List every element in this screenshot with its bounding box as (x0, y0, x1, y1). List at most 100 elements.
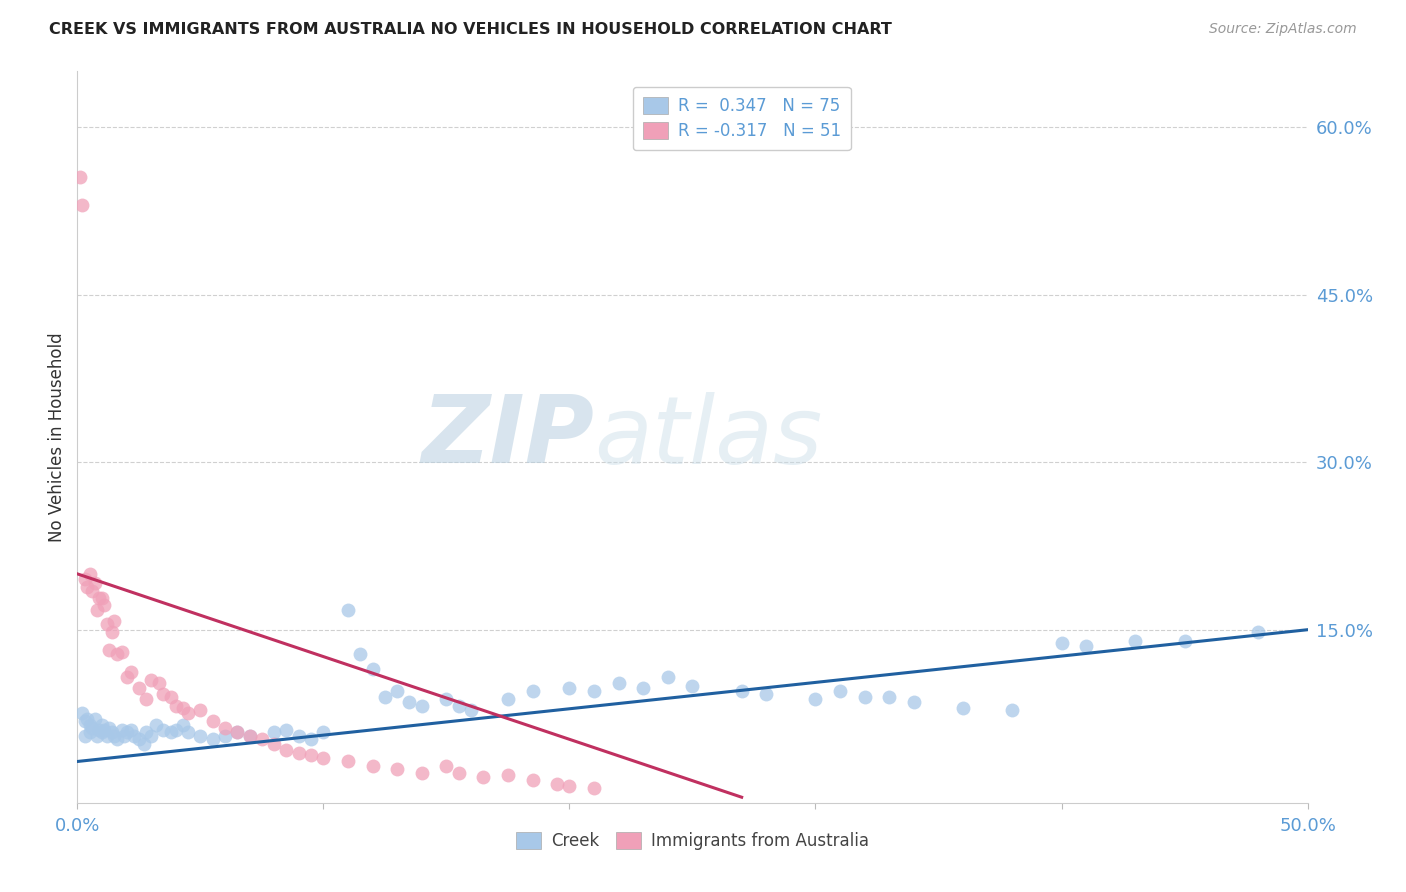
Point (105, 647, 128, 661)
Point (1076, 640, 1098, 654)
Point (90, 717, 114, 731)
Point (276, 723, 298, 738)
Text: Source: ZipAtlas.com: Source: ZipAtlas.com (1209, 22, 1357, 37)
Point (89, 723, 111, 738)
Point (177, 706, 200, 721)
Point (93, 598, 115, 612)
Point (96, 729, 118, 743)
Point (82, 721, 104, 735)
Point (121, 723, 143, 738)
Point (337, 755, 360, 769)
Point (79, 717, 101, 731)
Point (115, 725, 138, 739)
Point (607, 676, 630, 690)
Point (312, 725, 335, 739)
Point (98, 721, 121, 735)
Point (214, 729, 236, 743)
Point (201, 732, 224, 747)
Point (361, 759, 384, 773)
Point (411, 698, 433, 713)
Point (76, 712, 98, 726)
Point (804, 692, 827, 706)
Point (121, 665, 143, 680)
Point (398, 695, 420, 709)
Point (349, 647, 371, 661)
Text: CREEK VS IMMIGRANTS FROM AUSTRALIA NO VEHICLES IN HOUSEHOLD CORRELATION CHART: CREEK VS IMMIGRANTS FROM AUSTRALIA NO VE… (49, 22, 891, 37)
Point (89, 591, 111, 606)
Point (128, 681, 150, 695)
Point (172, 717, 194, 731)
Point (436, 759, 458, 773)
Point (226, 725, 249, 739)
Point (148, 676, 170, 690)
Point (69, 170, 91, 185)
Point (79, 725, 101, 739)
Point (90, 725, 114, 739)
Y-axis label: No Vehicles in Household: No Vehicles in Household (48, 332, 66, 542)
Point (132, 737, 155, 751)
Point (952, 701, 974, 715)
Point (112, 729, 135, 743)
Point (460, 703, 482, 717)
Point (141, 673, 163, 687)
Point (657, 670, 679, 684)
Point (633, 681, 655, 695)
Point (165, 698, 187, 713)
Text: atlas: atlas (595, 392, 823, 483)
Point (1247, 624, 1270, 639)
Point (853, 690, 876, 704)
Point (135, 692, 157, 706)
Point (472, 770, 495, 784)
Point (583, 684, 606, 698)
Point (288, 746, 311, 760)
Point (1001, 703, 1024, 717)
Point (226, 725, 249, 739)
Point (558, 779, 581, 793)
Point (830, 684, 852, 698)
Point (731, 684, 754, 698)
Point (70, 198, 93, 212)
Point (1050, 636, 1073, 650)
Point (83, 575, 105, 590)
Point (86, 602, 108, 616)
Point (201, 714, 224, 729)
Point (145, 717, 167, 731)
Point (98, 642, 121, 657)
Point (276, 743, 298, 757)
Point (105, 732, 128, 747)
Point (103, 614, 125, 628)
Point (93, 723, 115, 738)
Point (172, 701, 194, 715)
Point (101, 624, 124, 639)
Point (96, 617, 118, 632)
Legend: Creek, Immigrants from Australia: Creek, Immigrants from Australia (506, 822, 879, 860)
Point (558, 681, 581, 695)
Point (682, 679, 704, 693)
Point (361, 662, 384, 676)
Point (1125, 633, 1147, 648)
Point (522, 684, 544, 698)
Point (165, 723, 187, 738)
Point (128, 732, 150, 747)
Point (101, 725, 124, 739)
Point (188, 729, 212, 743)
Point (73, 714, 96, 729)
Point (447, 698, 470, 713)
Point (755, 688, 778, 702)
Point (263, 725, 285, 739)
Point (299, 732, 322, 747)
Point (374, 690, 396, 704)
Point (115, 670, 138, 684)
Point (79, 566, 101, 581)
Point (86, 729, 108, 743)
Point (496, 768, 519, 782)
Point (312, 751, 335, 765)
Point (90, 591, 114, 606)
Point (152, 688, 174, 702)
Point (76, 580, 98, 594)
Point (73, 573, 96, 587)
Point (160, 690, 183, 704)
Point (1174, 633, 1197, 648)
Point (250, 732, 273, 747)
Point (583, 781, 606, 796)
